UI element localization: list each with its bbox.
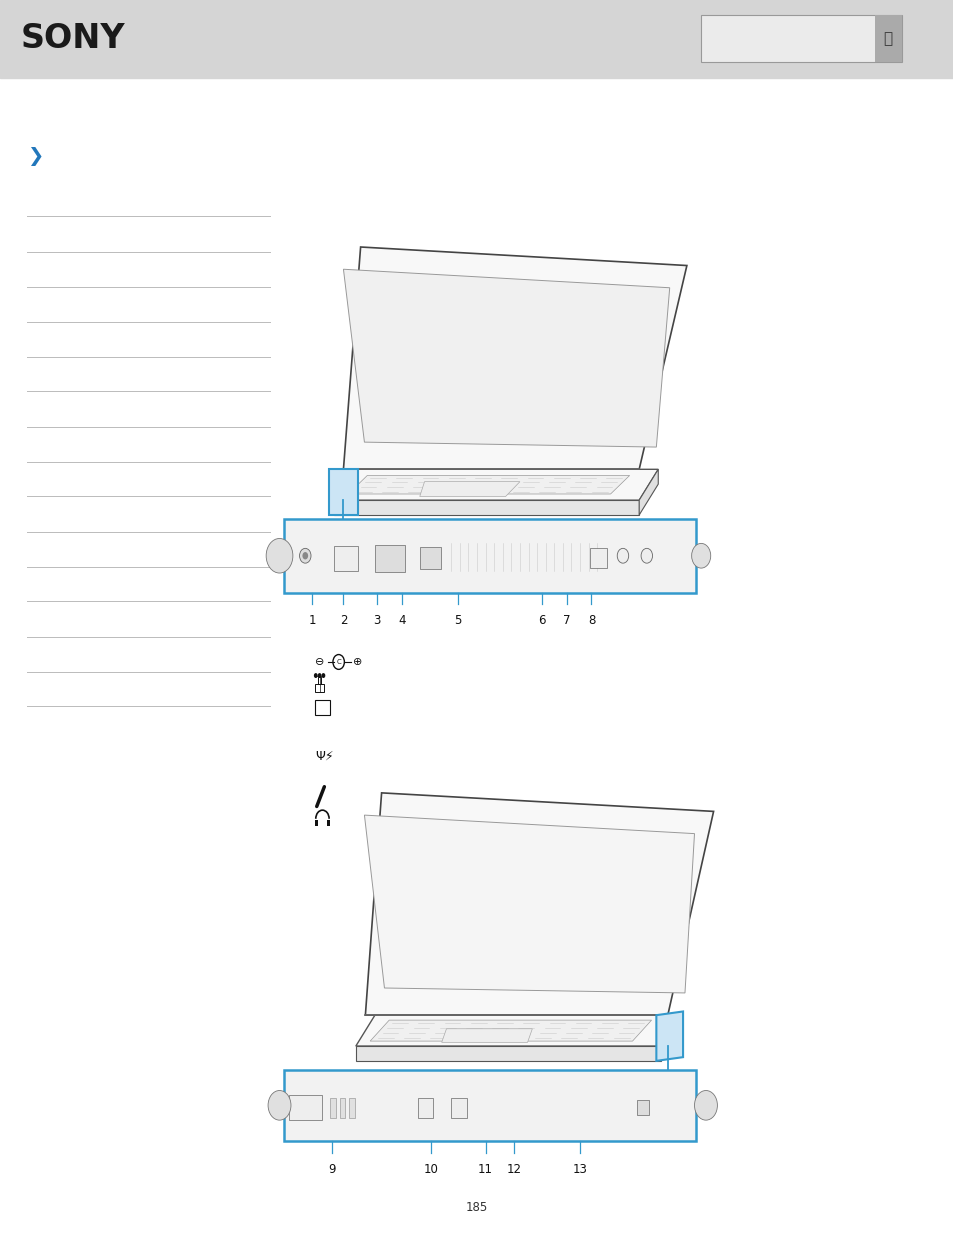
Polygon shape (660, 1015, 679, 1061)
Circle shape (321, 673, 325, 678)
Circle shape (691, 543, 710, 568)
Polygon shape (355, 1046, 660, 1061)
Polygon shape (334, 469, 658, 500)
Text: 11: 11 (477, 1163, 493, 1177)
Bar (419, 547, 440, 569)
Text: 5: 5 (454, 614, 461, 627)
Bar (330, 1098, 335, 1118)
Text: ⌕: ⌕ (882, 31, 892, 47)
Polygon shape (441, 1029, 532, 1042)
Circle shape (266, 538, 293, 573)
Polygon shape (370, 1020, 651, 1041)
Text: 6: 6 (537, 614, 545, 627)
Text: ⊕: ⊕ (353, 657, 362, 667)
Circle shape (640, 548, 652, 563)
Polygon shape (329, 469, 357, 515)
Text: SONY: SONY (21, 22, 126, 56)
Bar (637, 1100, 648, 1115)
Bar (327, 820, 330, 826)
Circle shape (317, 673, 321, 678)
Polygon shape (355, 1015, 679, 1046)
Text: 7: 7 (562, 614, 570, 627)
Text: 10: 10 (423, 1163, 438, 1177)
Text: 3: 3 (373, 614, 380, 627)
Polygon shape (419, 482, 519, 496)
Bar (314, 684, 324, 692)
Polygon shape (343, 247, 686, 469)
Polygon shape (348, 475, 629, 494)
Polygon shape (656, 1011, 682, 1061)
Polygon shape (334, 500, 639, 515)
Polygon shape (639, 469, 658, 515)
Bar (289, 1095, 322, 1120)
Text: Ψ⚡: Ψ⚡ (314, 750, 334, 762)
Bar (317, 677, 321, 684)
Bar (375, 545, 405, 572)
Polygon shape (364, 815, 694, 993)
Circle shape (302, 552, 308, 559)
Text: ⊖: ⊖ (314, 657, 324, 667)
Bar (417, 1098, 433, 1118)
Bar (284, 1070, 696, 1141)
Text: C: C (336, 659, 340, 664)
Bar (589, 548, 606, 568)
Circle shape (268, 1091, 291, 1120)
Circle shape (314, 673, 317, 678)
Text: 4: 4 (397, 614, 405, 627)
Bar (700, 16, 901, 63)
Bar (334, 546, 357, 571)
Circle shape (617, 548, 628, 563)
Bar (339, 1098, 345, 1118)
Text: 185: 185 (465, 1202, 488, 1214)
Text: 8: 8 (587, 614, 595, 627)
Polygon shape (365, 793, 713, 1015)
Text: 9: 9 (328, 1163, 335, 1177)
Bar (284, 519, 696, 593)
Polygon shape (343, 269, 669, 447)
Bar (314, 700, 330, 715)
Text: 12: 12 (506, 1163, 521, 1177)
Bar (349, 1098, 355, 1118)
Text: 2: 2 (339, 614, 347, 627)
Text: 1: 1 (308, 614, 315, 627)
Bar (314, 820, 317, 826)
Circle shape (299, 548, 311, 563)
Text: 13: 13 (572, 1163, 587, 1177)
Text: ❯: ❯ (27, 147, 43, 167)
Bar (874, 16, 901, 63)
Bar (451, 1098, 466, 1118)
Bar (0, 0, 953, 78)
Circle shape (694, 1091, 717, 1120)
